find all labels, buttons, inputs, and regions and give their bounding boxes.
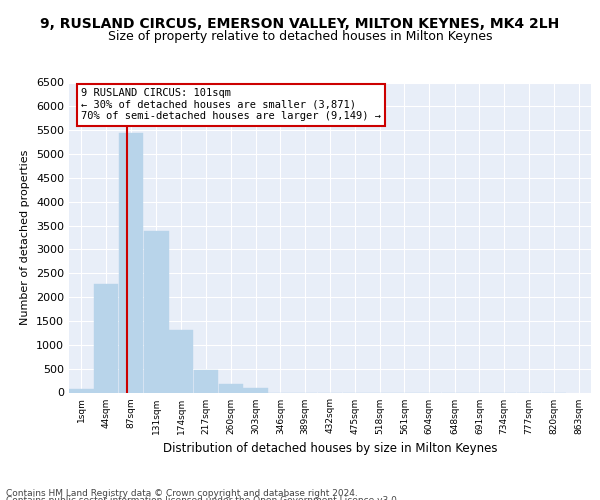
Bar bbox=[69, 390, 94, 392]
Bar bbox=[194, 370, 218, 392]
Text: Size of property relative to detached houses in Milton Keynes: Size of property relative to detached ho… bbox=[108, 30, 492, 43]
X-axis label: Distribution of detached houses by size in Milton Keynes: Distribution of detached houses by size … bbox=[163, 442, 497, 455]
Text: 9 RUSLAND CIRCUS: 101sqm
← 30% of detached houses are smaller (3,871)
70% of sem: 9 RUSLAND CIRCUS: 101sqm ← 30% of detach… bbox=[81, 88, 381, 122]
Bar bbox=[94, 284, 118, 393]
Bar bbox=[119, 132, 143, 392]
Text: Contains HM Land Registry data © Crown copyright and database right 2024.: Contains HM Land Registry data © Crown c… bbox=[6, 488, 358, 498]
Text: Contains public sector information licensed under the Open Government Licence v3: Contains public sector information licen… bbox=[6, 496, 400, 500]
Bar bbox=[144, 232, 169, 392]
Y-axis label: Number of detached properties: Number of detached properties bbox=[20, 150, 31, 325]
Bar bbox=[218, 384, 243, 392]
Bar bbox=[244, 388, 268, 392]
Bar bbox=[169, 330, 193, 392]
Text: 9, RUSLAND CIRCUS, EMERSON VALLEY, MILTON KEYNES, MK4 2LH: 9, RUSLAND CIRCUS, EMERSON VALLEY, MILTO… bbox=[40, 18, 560, 32]
